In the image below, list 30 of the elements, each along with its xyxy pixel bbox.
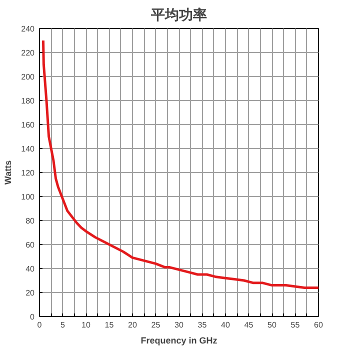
y-tick-label: 220 (21, 48, 36, 58)
x-tick-label: 20 (128, 320, 138, 330)
x-tick-label: 50 (268, 320, 277, 330)
x-tick-label: 5 (60, 320, 66, 330)
y-tick-label: 160 (21, 120, 36, 130)
x-tick-label: 30 (174, 320, 184, 330)
y-tick-label: 240 (21, 24, 36, 34)
y-tick-label: 100 (21, 192, 36, 202)
chart-title: 平均功率 (150, 6, 207, 24)
line-series (42, 39, 318, 289)
y-tick-label: 120 (21, 168, 36, 178)
y-tick-label: 180 (21, 96, 36, 106)
x-tick-label: 15 (104, 320, 114, 330)
y-axis-title: Watts (3, 160, 14, 185)
y-tick-label: 20 (26, 288, 36, 298)
x-tick-label: 40 (221, 320, 230, 330)
x-tick-label: 10 (82, 320, 91, 330)
y-tick-label: 60 (26, 240, 36, 250)
x-tick-label: 25 (151, 320, 161, 330)
x-tick-label: 0 (37, 320, 42, 330)
y-tick-label: 0 (30, 312, 36, 322)
x-tick-label: 55 (290, 320, 300, 330)
x-tick-label: 45 (244, 320, 254, 330)
x-tick-label: 60 (314, 320, 324, 330)
y-tick-label: 80 (26, 216, 36, 226)
y-tick-label: 40 (26, 264, 36, 274)
x-tick-label: 35 (198, 320, 208, 330)
y-tick-label: 200 (21, 72, 36, 82)
x-axis-title: Frequency in GHz (140, 336, 218, 346)
y-tick-label: 140 (21, 144, 36, 154)
